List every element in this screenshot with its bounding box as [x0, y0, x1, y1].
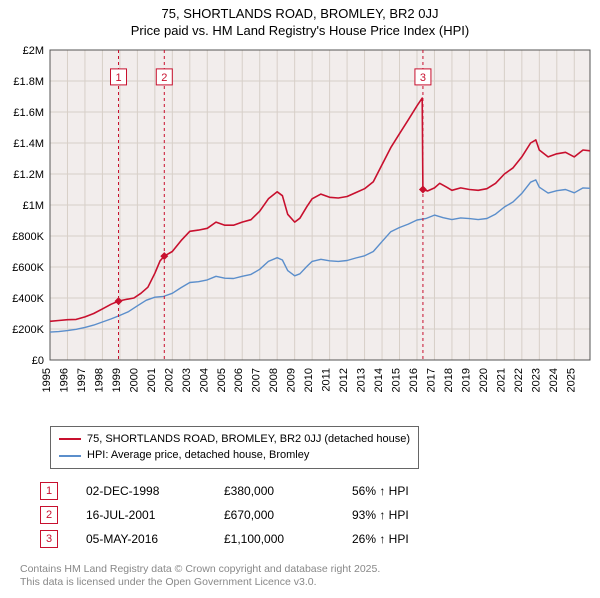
svg-text:£400K: £400K — [12, 293, 44, 305]
svg-text:2018: 2018 — [443, 368, 455, 392]
footer-line1: Contains HM Land Registry data © Crown c… — [20, 563, 600, 577]
svg-text:2005: 2005 — [216, 368, 228, 392]
svg-text:1998: 1998 — [93, 368, 105, 392]
svg-text:1999: 1999 — [111, 368, 123, 392]
svg-text:2022: 2022 — [513, 368, 525, 392]
svg-text:£0: £0 — [32, 355, 44, 367]
svg-text:£1.2M: £1.2M — [13, 169, 44, 181]
sale-price: £380,000 — [224, 479, 324, 503]
svg-text:2017: 2017 — [425, 368, 437, 392]
svg-text:1997: 1997 — [76, 368, 88, 392]
svg-text:1: 1 — [115, 72, 121, 84]
svg-text:2020: 2020 — [478, 368, 490, 392]
sale-price: £1,100,000 — [224, 527, 324, 551]
svg-text:2025: 2025 — [565, 368, 577, 392]
svg-text:2014: 2014 — [373, 368, 385, 392]
legend-item: 75, SHORTLANDS ROAD, BROMLEY, BR2 0JJ (d… — [59, 431, 410, 448]
sale-date: 05-MAY-2016 — [86, 527, 196, 551]
sale-row: 3 05-MAY-2016 £1,100,000 26% ↑ HPI — [40, 527, 600, 551]
svg-text:2000: 2000 — [128, 368, 140, 392]
sale-delta: 26% ↑ HPI — [352, 527, 472, 551]
sale-date: 02-DEC-1998 — [86, 479, 196, 503]
svg-text:2012: 2012 — [338, 368, 350, 392]
svg-text:2011: 2011 — [321, 368, 333, 392]
sales-table: 1 02-DEC-1998 £380,000 56% ↑ HPI 2 16-JUL-200… — [40, 479, 600, 551]
svg-text:2007: 2007 — [251, 368, 263, 392]
sale-row: 2 16-JUL-2001 £670,000 93% ↑ HPI — [40, 503, 600, 527]
svg-text:2019: 2019 — [460, 368, 472, 392]
svg-text:2015: 2015 — [391, 368, 403, 392]
footer: Contains HM Land Registry data © Crown c… — [20, 563, 600, 598]
sale-marker: 3 — [40, 530, 58, 548]
svg-text:2006: 2006 — [233, 368, 245, 392]
legend: 75, SHORTLANDS ROAD, BROMLEY, BR2 0JJ (d… — [50, 426, 419, 469]
legend-label: 75, SHORTLANDS ROAD, BROMLEY, BR2 0JJ (d… — [87, 431, 410, 448]
title-main: 75, SHORTLANDS ROAD, BROMLEY, BR2 0JJ — [0, 6, 600, 23]
svg-text:1996: 1996 — [58, 368, 70, 392]
svg-text:2: 2 — [161, 72, 167, 84]
svg-text:£800K: £800K — [12, 231, 44, 243]
svg-text:1995: 1995 — [41, 368, 53, 392]
svg-text:2013: 2013 — [356, 368, 368, 392]
svg-text:£1.8M: £1.8M — [13, 76, 44, 88]
svg-text:2016: 2016 — [408, 368, 420, 392]
price-chart: £0 £200K £400K £600K £800K £1M £1.2M £1.4M £1.6M… — [0, 40, 600, 420]
svg-text:2003: 2003 — [181, 368, 193, 392]
svg-text:2021: 2021 — [495, 368, 507, 392]
svg-text:2023: 2023 — [530, 368, 542, 392]
svg-text:£1M: £1M — [23, 200, 44, 212]
sale-row: 1 02-DEC-1998 £380,000 56% ↑ HPI — [40, 479, 600, 503]
svg-text:£1.6M: £1.6M — [13, 107, 44, 119]
title-sub: Price paid vs. HM Land Registry's House … — [0, 23, 600, 40]
sale-date: 16-JUL-2001 — [86, 503, 196, 527]
footer-line2: This data is licensed under the Open Gov… — [20, 576, 600, 590]
svg-text:2009: 2009 — [286, 368, 298, 392]
svg-text:2004: 2004 — [198, 368, 210, 392]
svg-text:£200K: £200K — [12, 324, 44, 336]
sale-marker: 1 — [40, 482, 58, 500]
sale-price: £670,000 — [224, 503, 324, 527]
svg-text:2008: 2008 — [268, 368, 280, 392]
legend-swatch — [59, 438, 81, 440]
svg-text:3: 3 — [420, 72, 426, 84]
sale-delta: 56% ↑ HPI — [352, 479, 472, 503]
legend-swatch — [59, 455, 81, 457]
svg-text:£1.4M: £1.4M — [13, 138, 44, 150]
svg-text:2001: 2001 — [146, 368, 158, 392]
svg-text:2024: 2024 — [548, 368, 560, 392]
svg-text:2002: 2002 — [163, 368, 175, 392]
svg-text:£600K: £600K — [12, 262, 44, 274]
sale-marker: 2 — [40, 506, 58, 524]
legend-item: HPI: Average price, detached house, Brom… — [59, 447, 410, 464]
sale-delta: 93% ↑ HPI — [352, 503, 472, 527]
svg-text:2010: 2010 — [303, 368, 315, 392]
legend-label: HPI: Average price, detached house, Brom… — [87, 447, 309, 464]
svg-text:£2M: £2M — [23, 45, 44, 57]
